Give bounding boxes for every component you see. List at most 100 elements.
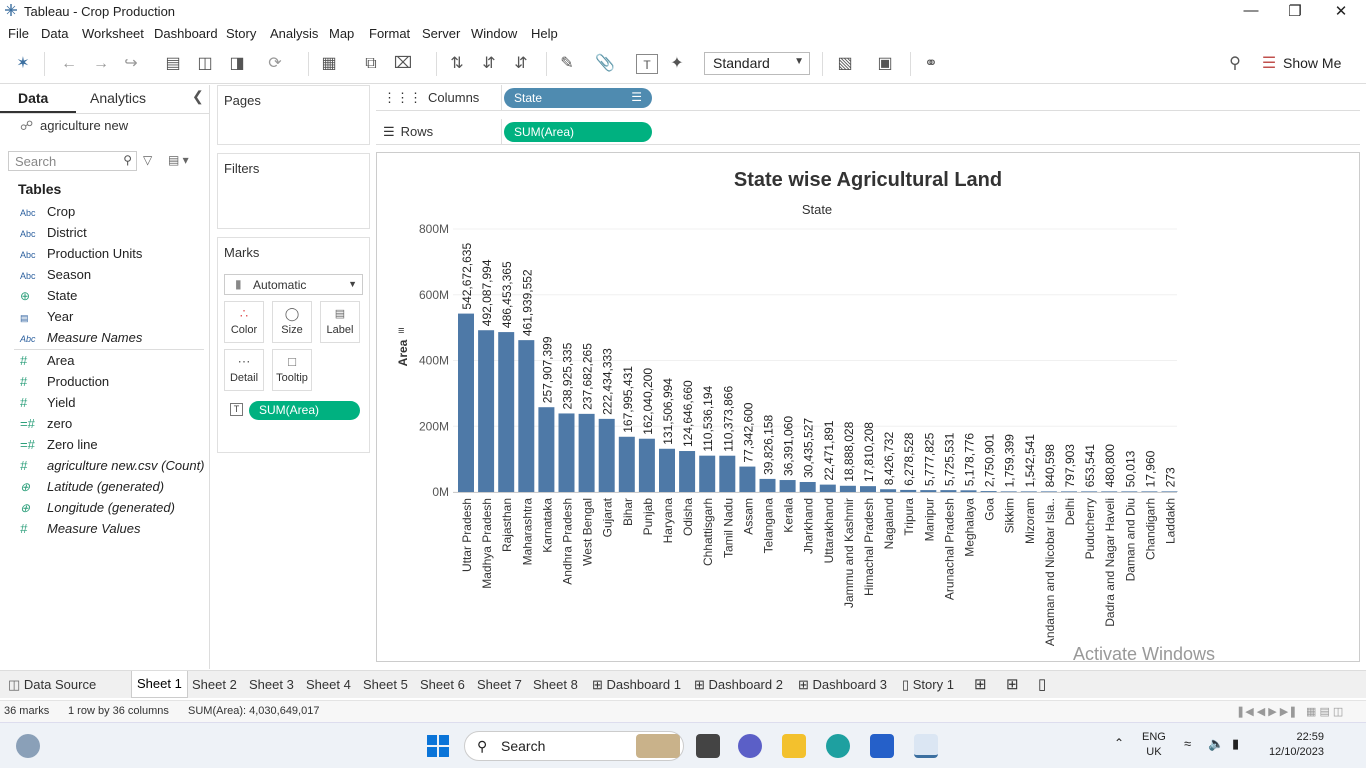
color-button[interactable]: ∴ Color [224,301,264,343]
tab-analytics[interactable]: Analytics [90,90,147,106]
teams-icon[interactable] [738,734,762,758]
field-agriculture-new-csv-count[interactable]: # agriculture new.csv (Count) [20,458,205,473]
windows-start-icon[interactable] [426,734,450,758]
menu-story[interactable]: Story [226,26,257,41]
tab-sheet-1[interactable]: Sheet 1 [131,671,188,698]
pause-updates-icon[interactable]: ◨ [229,55,245,72]
field-zero-line[interactable]: =# Zero line [20,437,98,452]
minimize-button[interactable]: — [1243,2,1259,19]
new-story-icon[interactable]: ▯ [1038,676,1047,693]
filter-icon[interactable]: ▽ [143,153,153,167]
fit-mode-select[interactable]: Standard ▼ [704,52,810,75]
field-area[interactable]: # Area [20,353,75,368]
clock[interactable]: 22:59 12/10/2023 [1268,731,1324,758]
tab-story-1[interactable]: ▯ Story 1 [902,677,954,692]
undo-icon[interactable]: ← [61,55,77,72]
language-indicator[interactable]: ENG UK [1142,731,1166,758]
field-longitude-generated[interactable]: ⊕ Longitude (generated) [20,500,175,515]
field-season[interactable]: Abc Season [20,267,92,282]
size-button[interactable]: ◯ Size [272,301,312,343]
show-me-button[interactable]: Show Me [1283,55,1342,71]
refresh-icon[interactable]: ⟳ [268,55,282,72]
pages-card[interactable]: Pages [217,85,370,145]
menu-map[interactable]: Map [329,26,355,41]
terminal-icon[interactable] [696,734,720,758]
store-icon[interactable] [870,734,894,758]
tab-sheet-4[interactable]: Sheet 4 [306,677,351,692]
menu-server[interactable]: Server [422,26,461,41]
redo-icon[interactable]: → [93,55,109,72]
close-button[interactable]: ✕ [1334,3,1348,20]
sheet-nav-icons[interactable]: ❚◀ ◀ ▶ ▶❚ [1236,706,1298,718]
filters-card[interactable]: Filters [217,153,370,229]
field-state[interactable]: ⊕ State [20,288,78,303]
show-me-icon[interactable]: ☰ [1261,55,1277,72]
menu-worksheet[interactable]: Worksheet [82,26,144,41]
tab-dashboard-3[interactable]: ⊞ Dashboard 3 [798,677,887,692]
tray-chevron-icon[interactable]: ⌃ [1114,736,1125,750]
swap-icon[interactable]: ⇅ [450,55,464,72]
tooltip-button[interactable]: □ Tooltip [272,349,312,391]
new-worksheet-icon[interactable]: ▦ [321,55,337,72]
tab-sheet-2[interactable]: Sheet 2 [192,677,237,692]
tableau-home-icon[interactable]: ✶ [16,55,30,72]
new-worksheet-icon[interactable]: ⊞ [974,676,987,693]
menu-file[interactable]: File [8,26,29,41]
battery-icon[interactable]: ▮ [1232,736,1240,751]
menu-window[interactable]: Window [471,26,518,41]
view-options-icon[interactable]: ▤ ▾ [168,153,189,167]
field-production-units[interactable]: Abc Production Units [20,246,143,261]
columns-pill-state[interactable]: State ☰ [504,88,652,108]
menu-dashboard[interactable]: Dashboard [154,26,218,41]
tab-sheet-6[interactable]: Sheet 6 [420,677,465,692]
tableau-taskbar-icon[interactable] [914,734,938,758]
field-district[interactable]: Abc District [20,225,87,240]
field-measure-names[interactable]: Abc Measure Names [20,330,143,345]
mark-type-select[interactable]: ▮ Automatic ▼ [224,274,363,295]
new-dashboard-icon[interactable]: ⊞ [1006,676,1019,693]
replay-icon[interactable]: ↪ [124,55,138,72]
show-labels-icon[interactable]: T [636,54,658,74]
field-zero[interactable]: =# zero [20,416,73,431]
menu-data[interactable]: Data [41,26,69,41]
duplicate-icon[interactable]: ⧉ [365,55,377,72]
view-toggle-icons[interactable]: ▦ ▤ ◫ [1306,706,1344,718]
field-crop[interactable]: Abc Crop [20,204,76,219]
highlight-icon[interactable]: ✎ [560,55,574,72]
fix-axes-icon[interactable]: ✦ [670,55,684,72]
clear-sheet-icon[interactable]: ⌧ [393,55,413,72]
rows-pill-area[interactable]: SUM(Area) [504,122,652,142]
detail-button[interactable]: ⋯ Detail [224,349,264,391]
save-icon[interactable]: ▤ [165,55,181,72]
edge-icon[interactable] [826,734,850,758]
marks-label-pill[interactable]: SUM(Area) [249,401,360,420]
weather-icon[interactable] [16,734,40,758]
tab-data[interactable]: Data [18,90,49,106]
tab-dashboard-2[interactable]: ⊞ Dashboard 2 [694,677,783,692]
tab-data-source[interactable]: ◫ Data Source [8,677,97,692]
field-yield[interactable]: # Yield [20,395,76,410]
group-icon[interactable]: 📎 [595,55,615,72]
field-year[interactable]: ▤ Year [20,309,74,324]
field-measure-values[interactable]: # Measure Values [20,521,141,536]
tab-sheet-8[interactable]: Sheet 8 [533,677,578,692]
tab-sheet-5[interactable]: Sheet 5 [363,677,408,692]
tab-sheet-3[interactable]: Sheet 3 [249,677,294,692]
menu-help[interactable]: Help [531,26,558,41]
datasource-item[interactable]: ☍ agriculture new [20,118,128,134]
field-production[interactable]: # Production [20,374,110,389]
share-icon[interactable]: ⚭ [924,55,938,72]
presentation-mode-icon[interactable]: ▣ [877,55,893,72]
menu-format[interactable]: Format [369,26,411,41]
file-explorer-icon[interactable] [782,734,806,758]
wifi-icon[interactable]: ≈ [1184,736,1192,751]
label-button[interactable]: ▤ Label [320,301,360,343]
maximize-button[interactable]: ❐ [1288,3,1302,20]
tab-sheet-7[interactable]: Sheet 7 [477,677,522,692]
volume-icon[interactable]: 🔈 [1208,736,1225,751]
field-latitude-generated[interactable]: ⊕ Latitude (generated) [20,479,165,494]
sort-descending-icon[interactable]: ⇵ [514,55,528,72]
new-datasource-icon[interactable]: ◫ [197,55,213,72]
search-input[interactable]: Search ⚲ [8,151,137,171]
sort-ascending-icon[interactable]: ⇵ [482,55,496,72]
